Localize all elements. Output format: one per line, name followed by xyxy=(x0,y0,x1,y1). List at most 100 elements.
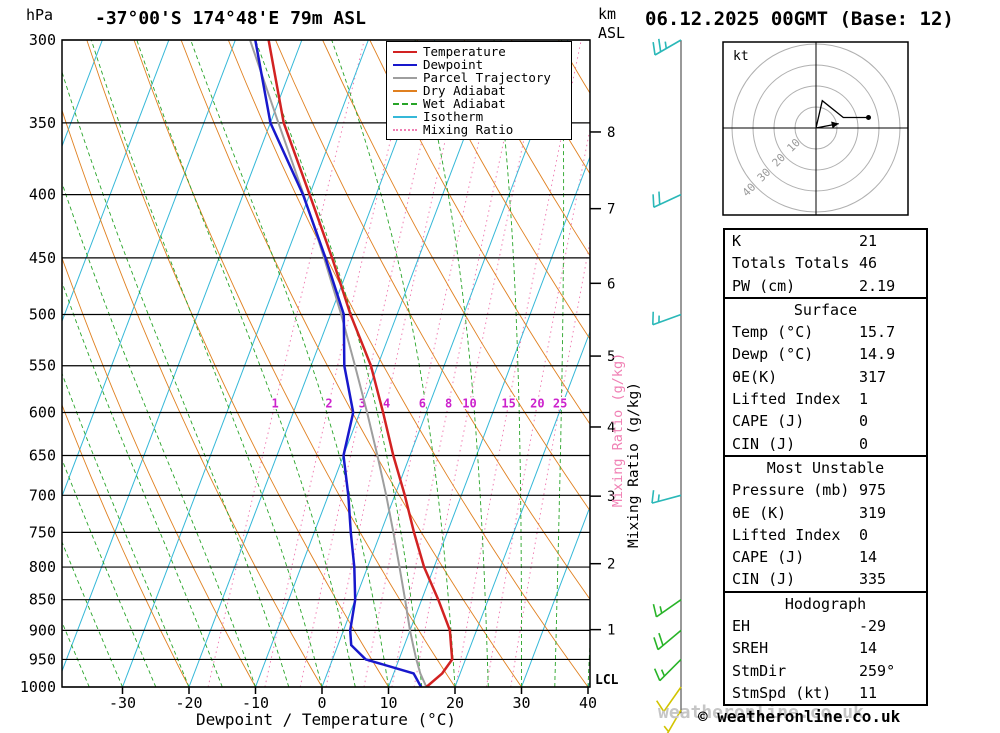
mixing-ratio-labels: 1 2 3 4 6 8 10 15 20 25 xyxy=(270,395,569,412)
x-axis-label: Dewpoint / Temperature (°C) xyxy=(195,710,457,729)
index-row: θE (K) 319 xyxy=(725,502,926,524)
index-value: 0 xyxy=(859,525,869,544)
index-label: Lifted Index xyxy=(732,390,841,409)
pressure-axis-unit: hPa xyxy=(26,6,54,24)
svg-text:3: 3 xyxy=(607,489,615,505)
legend-line-sample xyxy=(393,128,417,131)
index-value: 335 xyxy=(859,570,887,589)
legend-label: Dewpoint xyxy=(423,57,484,72)
index-value: 21 xyxy=(859,232,878,250)
index-label: StmDir xyxy=(732,661,787,680)
legend-line-sample xyxy=(393,102,417,105)
index-row: CAPE (J) 0 xyxy=(725,410,926,432)
svg-text:800: 800 xyxy=(29,558,56,576)
index-label: CIN (J) xyxy=(732,434,796,453)
index-label: Pressure (mb) xyxy=(732,481,850,500)
legend-label: Isotherm xyxy=(423,109,484,124)
index-row: EH -29 xyxy=(725,615,926,637)
legend-label: Temperature xyxy=(423,44,506,59)
svg-text:40: 40 xyxy=(579,694,597,712)
svg-text:8: 8 xyxy=(445,396,452,410)
section-header: Surface xyxy=(793,300,858,319)
svg-text:7: 7 xyxy=(607,202,615,218)
index-value: 0 xyxy=(859,412,869,431)
plot-border xyxy=(61,39,591,688)
index-row: Pressure (mb) 975 xyxy=(725,479,926,501)
svg-text:LCL: LCL xyxy=(595,673,619,688)
index-label: K xyxy=(732,232,742,250)
svg-text:10: 10 xyxy=(379,694,397,712)
hodograph-unit-label: kt xyxy=(733,49,749,64)
svg-text:5: 5 xyxy=(607,349,615,365)
legend-line-sample xyxy=(393,63,417,66)
index-value: -29 xyxy=(859,617,887,636)
index-label: Lifted Index xyxy=(732,525,841,544)
index-row: CIN (J) 0 xyxy=(725,433,926,455)
svg-text:400: 400 xyxy=(29,186,56,204)
svg-text:1: 1 xyxy=(272,396,279,410)
index-label: Temp (°C) xyxy=(732,323,814,342)
index-row: CIN (J) 335 xyxy=(725,568,926,590)
svg-text:30: 30 xyxy=(512,694,530,712)
svg-text:8: 8 xyxy=(607,125,615,141)
temperature-line xyxy=(267,40,454,687)
legend-line-sample xyxy=(393,50,417,53)
svg-text:300: 300 xyxy=(29,31,56,49)
svg-text:6: 6 xyxy=(607,276,615,292)
legend-item-dewpoint: Dewpoint xyxy=(393,57,571,72)
index-row: CAPE (J) 14 xyxy=(725,546,926,568)
index-label: EH xyxy=(732,617,751,636)
svg-text:0: 0 xyxy=(317,694,326,712)
index-label: Totals Totals xyxy=(732,254,850,273)
svg-text:20: 20 xyxy=(446,694,464,712)
legend-item-isotherm: Isotherm xyxy=(393,109,571,124)
svg-text:4: 4 xyxy=(383,396,390,410)
svg-text:650: 650 xyxy=(29,447,56,465)
index-row: PW (cm) 2.19 xyxy=(725,275,926,297)
height-axis: 1 2 3 4 5 6 7 8 LCL xyxy=(590,125,619,688)
legend-item-temperature: Temperature xyxy=(393,44,571,59)
index-label: CAPE (J) xyxy=(732,548,805,567)
section-header: Most Unstable xyxy=(766,458,885,477)
index-value: 0 xyxy=(859,434,869,453)
height-axis-unit-km: km xyxy=(598,5,617,23)
datetime-title: 06.12.2025 00GMT (Base: 12) xyxy=(645,8,954,30)
wind-barbs xyxy=(651,38,682,733)
index-row: StmSpd (kt) 11 xyxy=(725,682,926,704)
svg-text:700: 700 xyxy=(29,486,56,504)
svg-text:3: 3 xyxy=(359,396,366,410)
svg-text:2: 2 xyxy=(607,557,615,573)
index-row: Totals Totals 46 xyxy=(725,252,926,274)
index-label: Dewp (°C) xyxy=(732,345,814,364)
legend-item-mixing-ratio: Mixing Ratio xyxy=(393,122,571,137)
index-value: 319 xyxy=(859,503,887,522)
index-row: SREH 14 xyxy=(725,637,926,659)
temperature-axis: -30 -20 -10 0 10 20 30 40 xyxy=(109,687,597,712)
index-label: StmSpd (kt) xyxy=(732,683,832,702)
copyright-text: © weatheronline.co.uk xyxy=(698,707,901,726)
svg-text:20: 20 xyxy=(530,396,544,410)
svg-text:25: 25 xyxy=(553,396,567,410)
indices-panel: K 21 Totals Totals 46 PW (cm) 2.19 Surface … xyxy=(723,228,928,707)
index-row: Lifted Index 1 xyxy=(725,388,926,410)
index-value: 1 xyxy=(859,390,869,409)
index-value: 259° xyxy=(859,661,896,680)
index-value: 46 xyxy=(859,254,878,273)
index-row: StmDir 259° xyxy=(725,660,926,682)
index-label: CAPE (J) xyxy=(732,412,805,431)
index-label: CIN (J) xyxy=(732,570,796,589)
station-title: -37°00'S 174°48'E 79m ASL xyxy=(95,8,366,29)
legend-line-sample xyxy=(393,115,417,118)
svg-text:-30: -30 xyxy=(109,694,136,712)
svg-text:1: 1 xyxy=(607,623,615,639)
svg-text:1000: 1000 xyxy=(20,678,56,696)
watermark-text: weatheronline.co.uk xyxy=(658,702,864,723)
legend-label: Dry Adiabat xyxy=(423,83,506,98)
dewpoint-line xyxy=(254,40,423,687)
legend: Temperature Dewpoint Parcel Trajectory Dry … xyxy=(386,41,572,140)
svg-text:550: 550 xyxy=(29,357,56,375)
sounding-curves xyxy=(249,40,454,687)
legend-line-sample xyxy=(393,89,417,92)
svg-text:2: 2 xyxy=(325,396,332,410)
